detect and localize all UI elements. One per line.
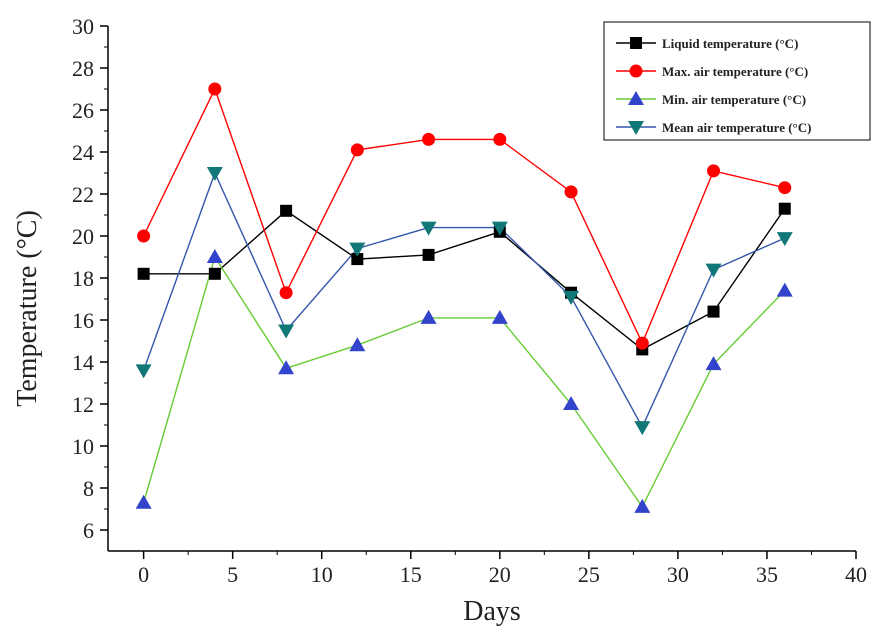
data-point-s3 [278,324,295,339]
x-tick-label: 25 [578,562,600,587]
data-point-s2 [563,396,580,410]
data-point-s1 [707,164,721,178]
data-point-s0 [422,248,435,261]
series-line-0 [143,208,786,351]
legend-swatch-marker [630,37,642,49]
legend-label: Liquid temperature (°C) [662,36,798,51]
data-point-s3 [349,242,366,257]
data-point-s1 [493,132,507,146]
data-point-s2 [349,337,366,352]
x-tick-label: 0 [138,562,149,587]
y-tick-label: 30 [72,14,94,39]
x-tick-label: 20 [489,562,511,587]
y-tick-label: 10 [72,434,94,459]
x-tick-label: 30 [667,562,689,587]
data-point-s0 [351,253,364,266]
y-tick-label: 14 [72,350,94,375]
data-point-s0 [778,202,791,215]
x-axis-title: Days [463,596,521,627]
series-markers [135,82,793,513]
data-point-s3 [206,167,223,181]
legend-box [603,21,871,141]
x-axis-ticks: 0 5 10 15 20 25 30 35 40 [138,551,867,587]
y-tick-label: 20 [72,224,94,249]
y-tick-label: 18 [72,266,94,291]
data-point-s3 [420,221,437,236]
legend-swatch-marker [628,91,644,105]
data-point-s3 [491,221,508,236]
data-point-s0 [137,267,150,280]
data-point-s1 [137,229,151,243]
y-tick-label: 12 [72,392,94,417]
y-axis-title: Temperature (°C) [12,210,43,407]
legend-items: Liquid temperature (°C) Max. air temperat… [616,36,811,135]
x-tick-label: 15 [400,562,422,587]
data-point-s1 [778,181,792,195]
data-point-s0 [707,305,720,318]
data-point-s1 [208,82,222,96]
data-point-s3 [705,263,722,278]
series-line-3 [142,171,786,429]
series-line-1 [142,87,785,345]
x-tick-label: 40 [845,562,867,587]
data-point-s1 [635,336,649,350]
x-tick-label: 5 [227,562,238,587]
data-point-s0 [280,204,293,217]
series-line-2 [142,255,786,509]
y-tick-label: 22 [72,182,94,207]
data-point-s1 [279,286,293,300]
series-lines [142,87,786,509]
data-point-s3 [776,232,793,247]
data-point-s1 [350,143,364,157]
legend-label: Min. air temperature (°C) [662,92,806,107]
data-point-s3 [135,364,152,379]
data-point-s2 [776,282,793,297]
data-point-s2 [705,356,722,371]
legend-label: Max. air temperature (°C) [662,64,808,79]
data-point-s3 [634,421,651,436]
data-point-s0 [208,267,221,280]
data-point-s2 [634,498,651,513]
y-axis-ticks: 6 8 10 12 14 16 18 20 22 24 26 28 30 [72,14,108,543]
data-point-s1 [422,132,436,146]
data-point-s2 [278,360,295,375]
data-point-s2 [420,309,437,324]
legend-swatch-marker [628,121,644,135]
data-point-s2 [491,309,508,324]
y-tick-label: 24 [72,140,94,165]
legend: Liquid temperature (°C) Max. air temperat… [603,21,871,141]
y-tick-label: 8 [83,476,94,501]
data-point-s3 [563,290,580,305]
data-point-s2 [135,494,152,509]
x-tick-label: 10 [311,562,333,587]
legend-label: Mean air temperature (°C) [662,120,811,135]
y-tick-label: 16 [72,308,94,333]
y-tick-label: 6 [83,518,94,543]
y-tick-label: 28 [72,56,94,81]
y-tick-label: 26 [72,98,94,123]
data-point-s1 [564,185,578,199]
legend-swatch-marker [629,64,643,78]
data-point-s2 [206,249,223,263]
x-tick-label: 35 [756,562,778,587]
